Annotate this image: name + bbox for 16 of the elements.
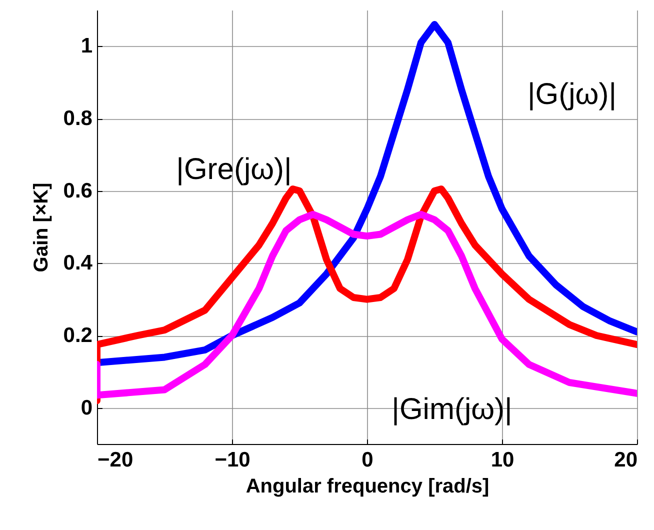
y-tick-label: 0.4 [63, 252, 93, 275]
y-tick-label: 0 [80, 396, 92, 420]
x-tick-label: −10 [214, 448, 250, 472]
y-tick-label: 0.6 [63, 179, 92, 202]
y-tick-label: 0.2 [63, 324, 92, 347]
x-tick-label: 20 [614, 448, 638, 472]
x-tick-label: 10 [490, 448, 514, 472]
series-label: |Gim(jω)| [392, 393, 512, 426]
x-axis-title: Angular frequency [rad/s] [246, 476, 490, 498]
series-label: |G(jω)| [528, 78, 616, 111]
x-tick-label: 0 [362, 448, 374, 472]
series-label: |Gre(jω)| [176, 153, 292, 186]
y-tick-label: 1 [80, 34, 93, 58]
x-tick-label: −20 [98, 448, 134, 472]
y-tick-label: 0.8 [63, 107, 93, 130]
y-axis-title: Gain [×K] [30, 182, 52, 272]
